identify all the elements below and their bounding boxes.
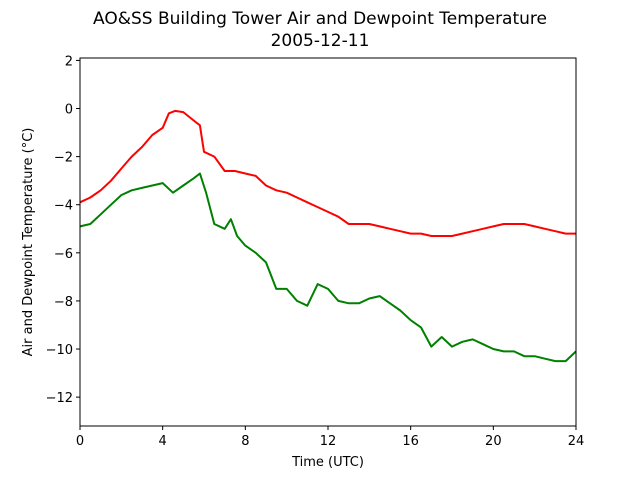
plot-lines bbox=[79, 109, 577, 363]
y-tick-label: 2 bbox=[65, 54, 73, 69]
y-axis-label: Air and Dewpoint Temperature (°C) bbox=[21, 128, 36, 357]
dewpoint-temperature-line bbox=[79, 172, 577, 363]
y-tick-label: −4 bbox=[54, 199, 73, 214]
y-tick-label: −8 bbox=[54, 295, 73, 310]
y-tick-label: −6 bbox=[54, 247, 73, 262]
y-tick-label: −12 bbox=[46, 391, 73, 406]
y-tick-label: −10 bbox=[46, 343, 73, 358]
chart-subtitle: 2005-12-11 bbox=[271, 31, 370, 51]
x-tick-label: 20 bbox=[485, 434, 502, 449]
chart-title: AO&SS Building Tower Air and Dewpoint Te… bbox=[93, 9, 547, 29]
x-axis-label: Time (UTC) bbox=[291, 455, 364, 470]
plot-frame bbox=[79, 57, 577, 427]
x-tick-label: 8 bbox=[241, 434, 249, 449]
air-temperature-line bbox=[79, 109, 576, 237]
x-tick-label: 0 bbox=[76, 434, 84, 449]
x-tick-label: 4 bbox=[159, 434, 167, 449]
x-tick-label: 12 bbox=[320, 434, 337, 449]
y-tick-label: −2 bbox=[54, 151, 73, 166]
x-tick-label: 24 bbox=[568, 434, 585, 449]
y-tick-label: 0 bbox=[65, 103, 73, 118]
x-tick-label: 16 bbox=[402, 434, 419, 449]
